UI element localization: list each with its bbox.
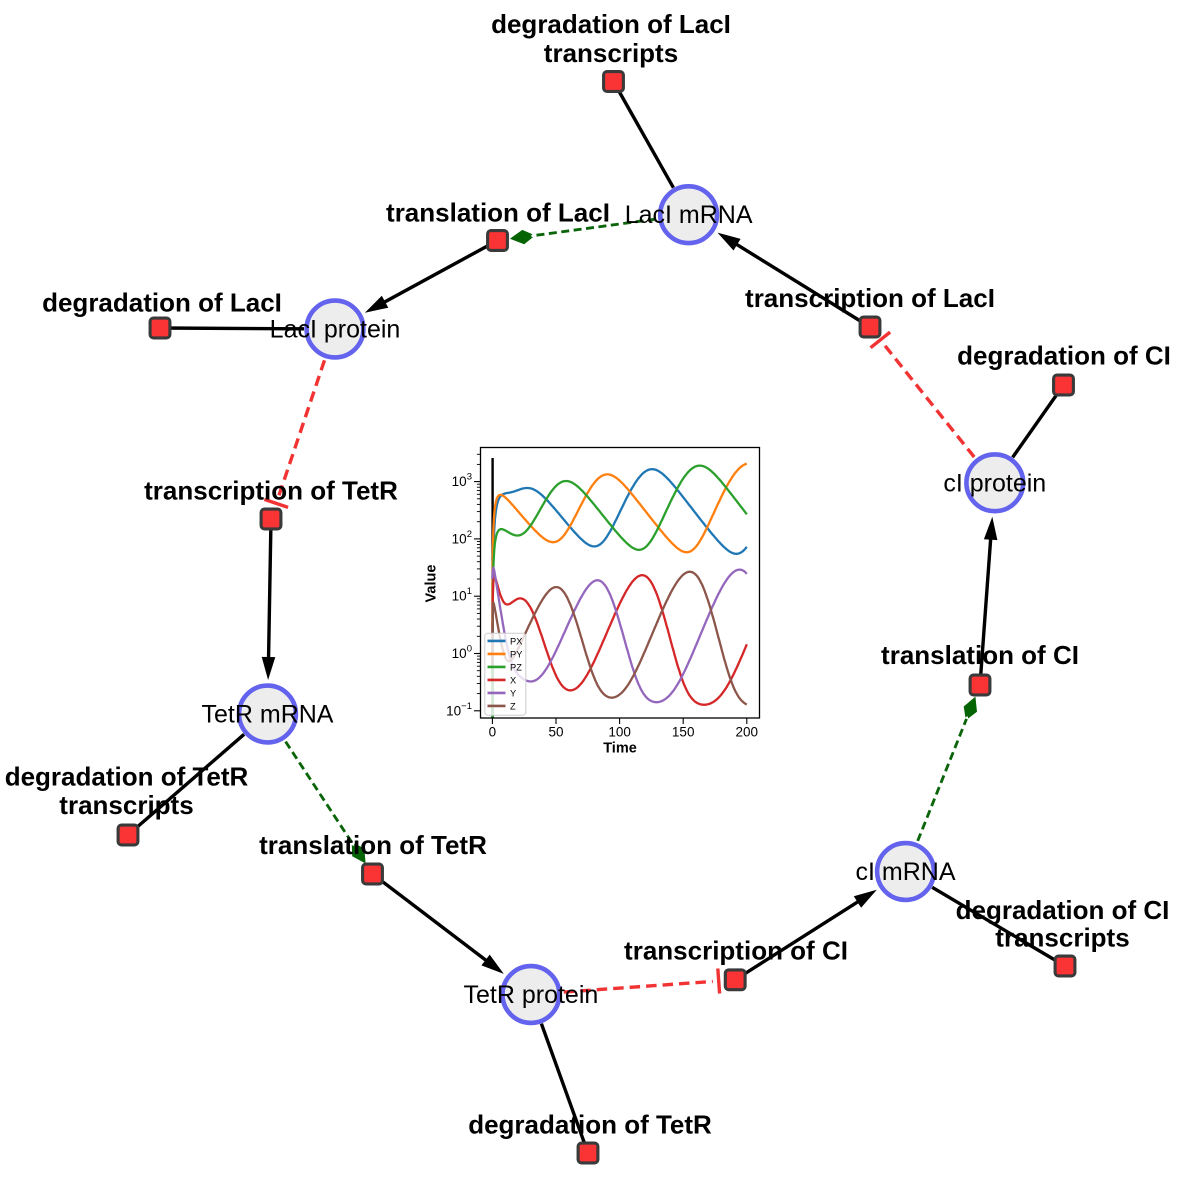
svg-text:degradation of LacI: degradation of LacI — [42, 288, 282, 318]
svg-text:transcripts: transcripts — [544, 38, 678, 68]
svg-text:Y: Y — [510, 689, 516, 699]
svg-text:Time: Time — [603, 741, 637, 757]
svg-text:150: 150 — [672, 725, 695, 740]
svg-text:0: 0 — [489, 725, 497, 740]
svg-text:cI protein: cI protein — [943, 469, 1046, 497]
svg-text:Value: Value — [424, 565, 440, 603]
svg-text:degradation of CI: degradation of CI — [956, 895, 1170, 925]
svg-text:degradation of TetR: degradation of TetR — [5, 762, 249, 792]
svg-text:100: 100 — [608, 725, 631, 740]
svg-text:PX: PX — [510, 637, 522, 647]
svg-text:50: 50 — [548, 725, 563, 740]
svg-text:LacI mRNA: LacI mRNA — [625, 201, 753, 229]
svg-text:LacI protein: LacI protein — [270, 316, 401, 344]
svg-text:transcription of TetR: transcription of TetR — [144, 476, 398, 506]
svg-text:200: 200 — [736, 725, 759, 740]
svg-text:transcription of LacI: transcription of LacI — [745, 283, 995, 313]
svg-text:Z: Z — [510, 702, 516, 712]
svg-text:degradation of TetR: degradation of TetR — [468, 1110, 712, 1140]
svg-text:translation of LacI: translation of LacI — [386, 198, 610, 228]
svg-text:cI mRNA: cI mRNA — [856, 858, 956, 886]
svg-text:TetR mRNA: TetR mRNA — [202, 701, 334, 729]
svg-text:translation of CI: translation of CI — [881, 640, 1079, 670]
svg-text:degradation of CI: degradation of CI — [957, 341, 1171, 371]
svg-text:PZ: PZ — [510, 663, 522, 673]
svg-text:transcripts: transcripts — [995, 923, 1129, 953]
svg-text:transcription of CI: transcription of CI — [624, 936, 848, 966]
svg-text:translation of TetR: translation of TetR — [259, 830, 487, 860]
svg-text:X: X — [510, 676, 516, 686]
svg-text:PY: PY — [510, 650, 522, 660]
svg-text:transcripts: transcripts — [59, 790, 193, 820]
svg-text:degradation of LacI: degradation of LacI — [491, 9, 731, 39]
svg-text:TetR protein: TetR protein — [464, 981, 599, 1009]
